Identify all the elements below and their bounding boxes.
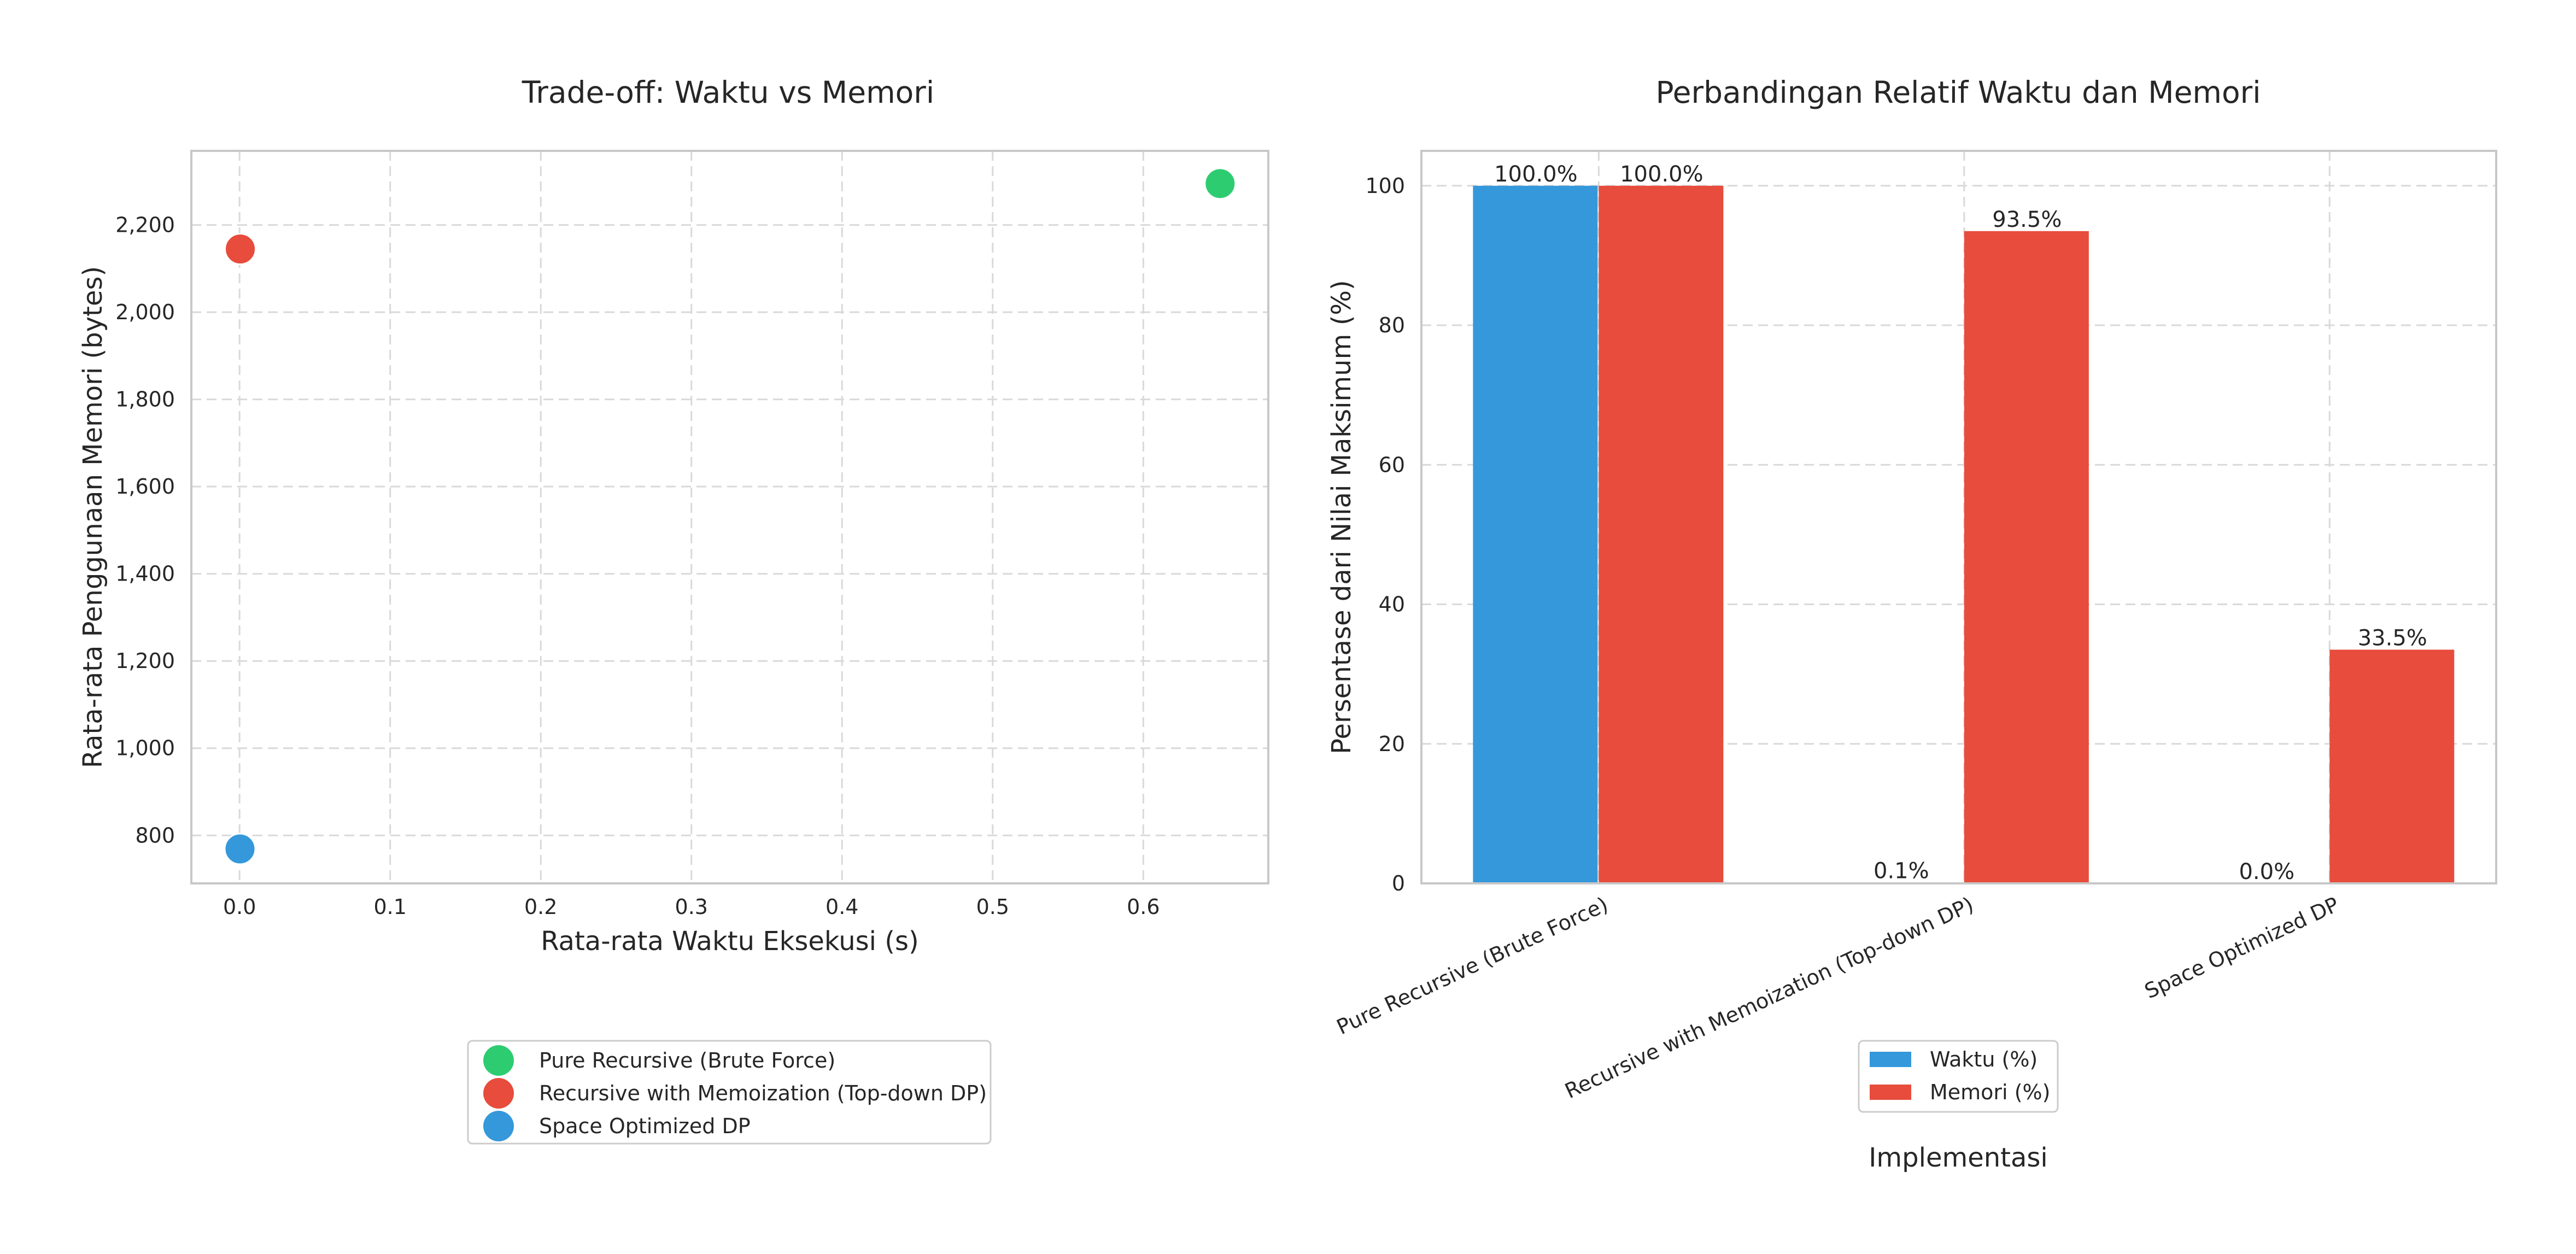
bar-y-tick-label: 40 [1379, 593, 1405, 617]
bar-plot-frame [1420, 150, 2497, 884]
bar-y-tick-label: 20 [1379, 732, 1405, 756]
scatter-x-tick-label: 0.5 [976, 895, 1009, 919]
scatter-grid [191, 151, 1268, 883]
bar-y-tick-label: 60 [1379, 453, 1405, 477]
scatter-y-axis-label: Rata-rata Penggunaan Memori (bytes) [78, 266, 108, 768]
scatter-x-tick-label: 0.1 [373, 895, 406, 919]
scatter-x-tick-label: 0.4 [826, 895, 858, 919]
scatter-y-tick-label: 1,000 [115, 736, 175, 760]
scatter-x-tick-label: 0.0 [223, 895, 256, 919]
scatter-legend-marker [483, 1045, 514, 1076]
bar-data-label: 100.0% [1620, 162, 1703, 187]
scatter-chart-title: Trade-off: Waktu vs Memori [522, 75, 934, 110]
bar-y-tick-label: 0 [1392, 871, 1405, 895]
bar-legend-swatch [1870, 1052, 1911, 1067]
scatter-y-tick-label: 1,800 [115, 388, 175, 412]
scatter-y-tick-label: 2,000 [115, 300, 175, 324]
scatter-point [224, 232, 257, 265]
scatter-legend-label: Recursive with Memoization (Top-down DP) [539, 1081, 987, 1105]
scatter-point [1204, 167, 1237, 200]
bar-data-label: 33.5% [2358, 625, 2427, 651]
scatter-legend-marker [483, 1111, 514, 1141]
bar-x-tick-label: Space Optimized DP [2141, 892, 2343, 1003]
scatter-x-tick-label: 0.3 [675, 895, 708, 919]
bar [1964, 231, 2089, 883]
bar-data-label: 93.5% [1992, 207, 2062, 232]
bar [1473, 185, 1598, 883]
bar-data-label: 0.0% [2239, 859, 2294, 884]
scatter-y-tick-label: 2,200 [115, 213, 175, 237]
bar [2329, 649, 2455, 883]
scatter-chart: Trade-off: Waktu vs Memori 0.0 0.1 0.2 0.3 0… [78, 75, 1269, 1145]
scatter-x-tick-label: 0.2 [524, 895, 557, 919]
bar-data-label: 100.0% [1494, 162, 1578, 187]
bar-y-tick-label: 100 [1365, 174, 1405, 198]
bar-x-axis-label: Implementasi [1869, 1142, 2048, 1173]
bar-legend: Waktu (%) Memori (%) [1858, 1040, 2059, 1113]
scatter-y-tick-label: 1,600 [115, 474, 175, 499]
scatter-legend-marker [483, 1078, 514, 1109]
scatter-y-ticks: 800 1,000 1,200 1,400 1,600 1,800 2,000 2,200 [115, 213, 175, 848]
bar-y-ticks: 0 20 40 60 80 100 [1365, 174, 1405, 895]
bar [1599, 185, 1724, 883]
bar-legend-swatch [1870, 1085, 1911, 1100]
scatter-points [224, 167, 1237, 865]
bars: 100.0% 100.0% 0.1% 93.5% 0.0% 33.5% [1473, 162, 2455, 884]
scatter-y-tick-label: 1,400 [115, 562, 175, 586]
bar-legend-label: Waktu (%) [1930, 1047, 2038, 1071]
scatter-legend-label: Space Optimized DP [539, 1114, 751, 1138]
scatter-point [224, 833, 256, 865]
scatter-x-axis-label: Rata-rata Waktu Eksekusi (s) [541, 926, 918, 957]
scatter-legend: Pure Recursive (Brute Force) Recursive wi… [467, 1040, 992, 1145]
bar-chart: Perbandingan Relatif Waktu dan Memori 10… [1326, 75, 2497, 1173]
bar-legend-label: Memori (%) [1930, 1080, 2050, 1104]
bar-data-label: 0.1% [1874, 859, 1929, 884]
bar-chart-title: Perbandingan Relatif Waktu dan Memori [1655, 75, 2261, 110]
bar-x-tick-label: Pure Recursive (Brute Force) [1333, 892, 1612, 1039]
bar-y-tick-label: 80 [1379, 313, 1405, 337]
scatter-y-tick-label: 800 [135, 823, 175, 847]
scatter-legend-box [467, 1040, 992, 1145]
scatter-x-tick-label: 0.6 [1127, 895, 1160, 919]
scatter-legend-label: Pure Recursive (Brute Force) [539, 1048, 835, 1073]
scatter-y-tick-label: 1,200 [115, 649, 175, 673]
bar-y-axis-label: Persentase dari Nilai Maksimum (%) [1326, 280, 1357, 754]
scatter-plot-frame [190, 150, 1269, 884]
scatter-x-ticks: 0.0 0.1 0.2 0.3 0.4 0.5 0.6 [223, 895, 1160, 919]
bar-x-ticks: Pure Recursive (Brute Force)Recursive wi… [1333, 892, 2343, 1103]
